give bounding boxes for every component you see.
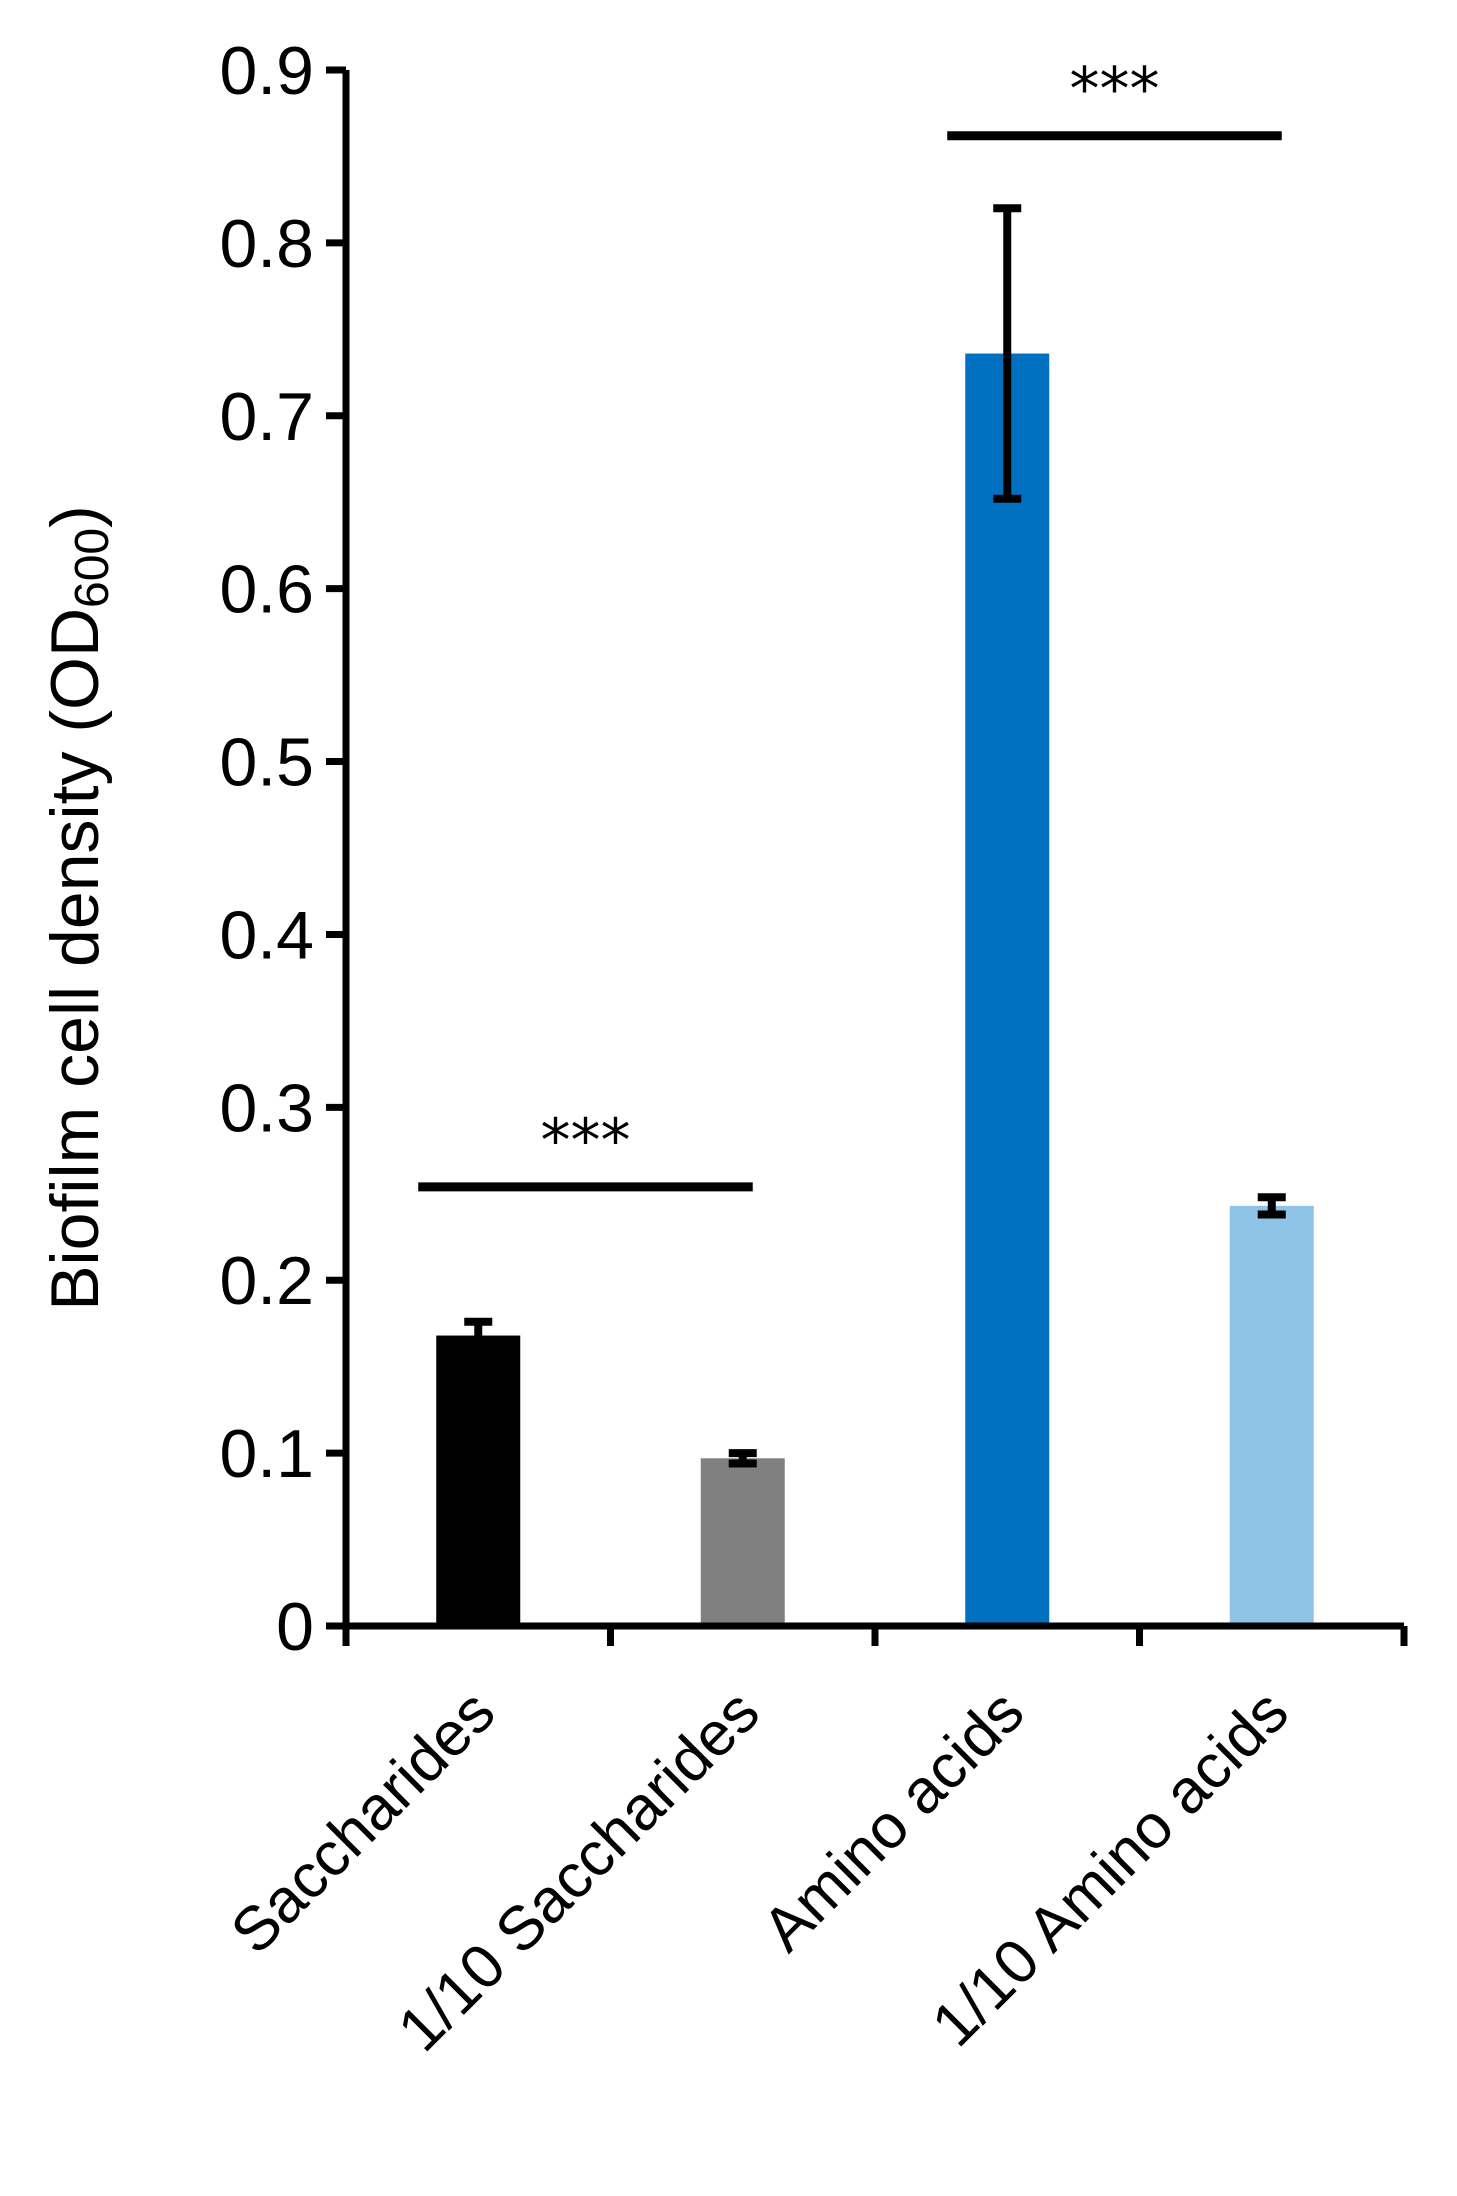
y-tick-label: 0.1: [219, 1416, 314, 1492]
bar-2: [700, 1458, 785, 1626]
y-tick-label: 0.9: [219, 33, 314, 109]
y-tick-label: 0: [276, 1589, 314, 1665]
bar-3: [965, 353, 1050, 1626]
y-tick-label: 0.8: [219, 206, 314, 282]
y-tick-label: 0.5: [219, 725, 314, 801]
bar-4: [1229, 1205, 1314, 1626]
y-axis-label: Biofilm cell density (OD600): [37, 505, 119, 1311]
x-tick-label: Amino acids: [750, 1677, 1038, 1965]
y-tick-label: 0.3: [219, 1070, 314, 1146]
bar-1: [436, 1335, 521, 1626]
y-tick-label: 0.6: [219, 552, 314, 628]
significance-label-2: ***: [1070, 55, 1160, 125]
significance-label-1: ***: [541, 1106, 631, 1176]
x-tick-label: Saccharides: [218, 1677, 508, 1967]
y-tick-label: 0.4: [219, 897, 314, 973]
y-tick-label: 0.7: [219, 379, 314, 455]
y-tick-label: 0.2: [219, 1243, 314, 1319]
